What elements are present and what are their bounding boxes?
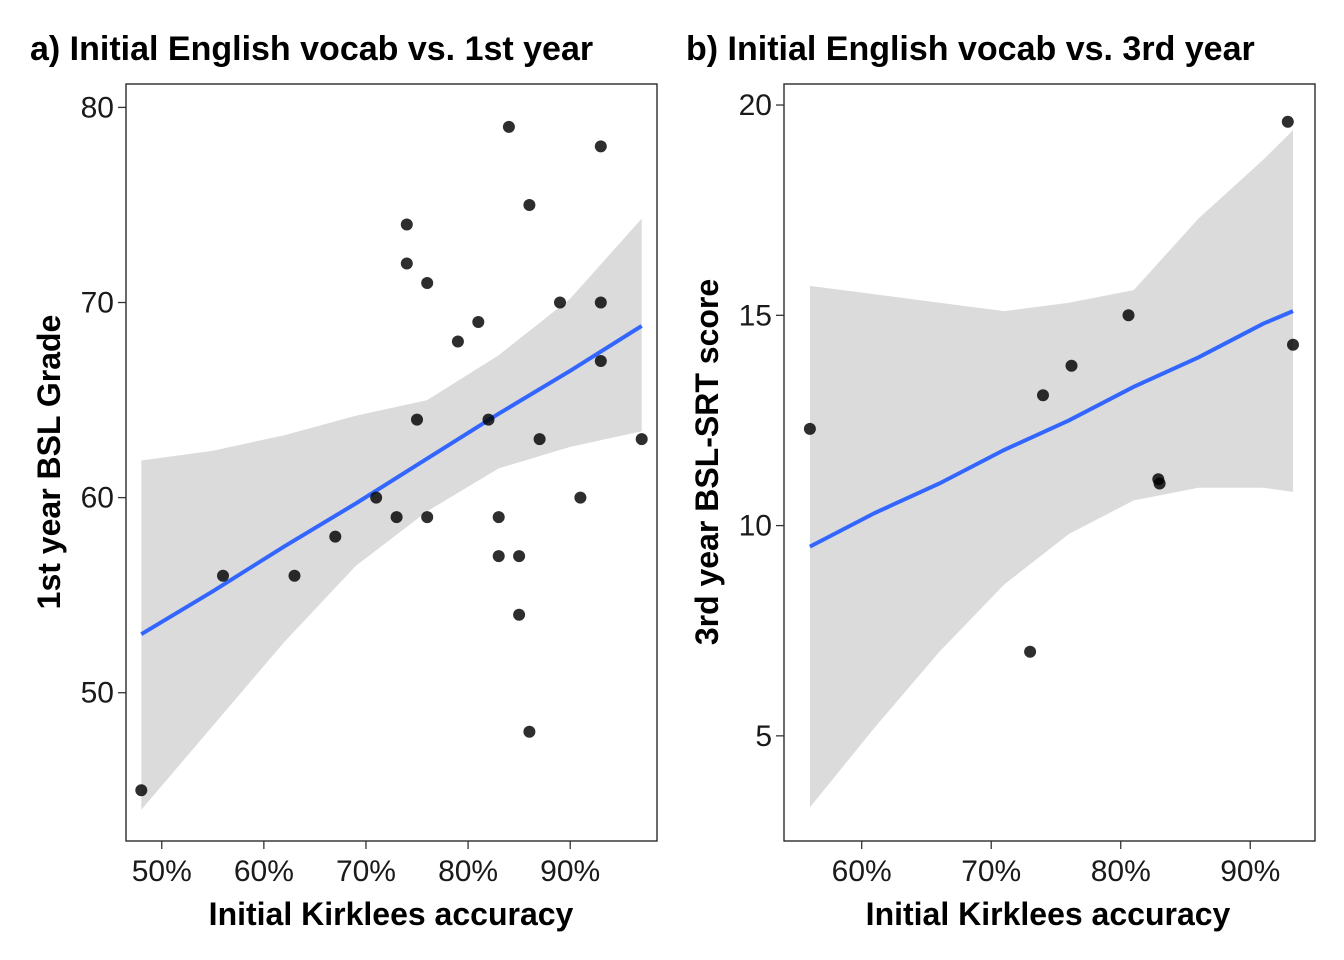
data-point — [390, 511, 403, 524]
panel-b: 60% 70% 80% 90% 5 10 15 20 Initial Kirklees ac… — [689, 83, 1316, 932]
data-point — [594, 296, 607, 309]
data-point — [492, 550, 505, 563]
x-tick-label: 60% — [234, 855, 294, 888]
data-point — [523, 199, 536, 211]
x-tick-label: 50% — [132, 855, 192, 888]
y-tick-label: 50 — [81, 677, 114, 710]
data-point — [288, 569, 301, 582]
data-point — [803, 422, 816, 435]
chart-title-b: b) Initial English vocab vs. 3rd year — [686, 30, 1255, 68]
data-point — [135, 784, 148, 797]
y-axis-b: 5 10 15 20 — [739, 89, 784, 753]
y-tick-label: 60 — [81, 482, 114, 515]
y-tick-label: 10 — [739, 510, 772, 543]
data-point — [370, 491, 383, 504]
data-point — [554, 296, 566, 309]
data-point — [533, 433, 546, 446]
x-axis-b: 60% 70% 80% 90% — [832, 841, 1280, 888]
data-point — [421, 277, 434, 289]
panel-a-border — [125, 83, 658, 842]
x-tick-label: 90% — [1220, 855, 1280, 888]
panel-a: 50% 60% 70% 80% 90% 50 60 70 80 Initial Kirklee… — [31, 83, 658, 932]
x-tick-label: 90% — [540, 855, 600, 888]
data-point — [482, 413, 495, 426]
data-point — [502, 120, 515, 133]
y-axis-a: 50 60 70 80 — [81, 91, 126, 710]
points-layer-a — [135, 120, 648, 797]
title-b-backdrop — [682, 24, 1344, 72]
data-point — [451, 335, 464, 348]
x-axis-a: 50% 60% 70% 80% 90% — [132, 841, 600, 888]
fit-line-a — [140, 324, 643, 636]
data-point — [1122, 309, 1135, 322]
ribbon-layer-b — [809, 130, 1293, 808]
fit-layer-a — [140, 324, 643, 636]
data-point — [400, 218, 413, 231]
panel-b-border — [783, 83, 1316, 842]
x-axis-title-b: Initial Kirklees accuracy — [866, 896, 1231, 932]
y-tick-label: 20 — [739, 89, 772, 122]
x-axis-title-a: Initial Kirklees accuracy — [209, 896, 574, 932]
points-layer-b — [803, 115, 1299, 658]
data-point — [1024, 645, 1037, 658]
fit-layer-b — [808, 309, 1294, 549]
y-axis-title-a: 1st year BSL Grade — [31, 315, 67, 610]
fit-line-b — [808, 309, 1294, 549]
data-point — [329, 530, 342, 543]
data-point — [1065, 359, 1078, 372]
data-point — [472, 316, 485, 328]
x-tick-label: 70% — [336, 855, 396, 888]
data-point — [492, 511, 505, 524]
data-point — [217, 569, 229, 582]
data-point — [635, 433, 648, 446]
y-tick-label: 70 — [81, 287, 114, 320]
data-point — [513, 608, 526, 621]
data-point — [523, 725, 536, 738]
y-tick-label: 15 — [739, 299, 772, 332]
data-point — [594, 140, 607, 153]
x-tick-label: 70% — [961, 855, 1021, 888]
x-tick-label: 80% — [1091, 855, 1151, 888]
data-point — [411, 413, 423, 426]
data-point — [1037, 389, 1049, 402]
data-point — [574, 491, 587, 504]
chart-title-a: a) Initial English vocab vs. 1st year — [30, 30, 593, 68]
data-point — [513, 550, 526, 563]
data-point — [400, 257, 413, 270]
data-point — [594, 355, 607, 367]
y-axis-title-b: 3rd year BSL-SRT score — [689, 279, 725, 645]
data-point — [421, 511, 434, 524]
data-point — [1153, 477, 1166, 490]
data-point — [1281, 115, 1294, 128]
y-tick-label: 5 — [755, 720, 772, 753]
data-point — [1287, 338, 1299, 351]
x-tick-label: 60% — [832, 855, 892, 888]
confidence-ribbon-b — [809, 130, 1293, 808]
y-tick-label: 80 — [81, 91, 114, 124]
x-tick-label: 80% — [438, 855, 498, 888]
